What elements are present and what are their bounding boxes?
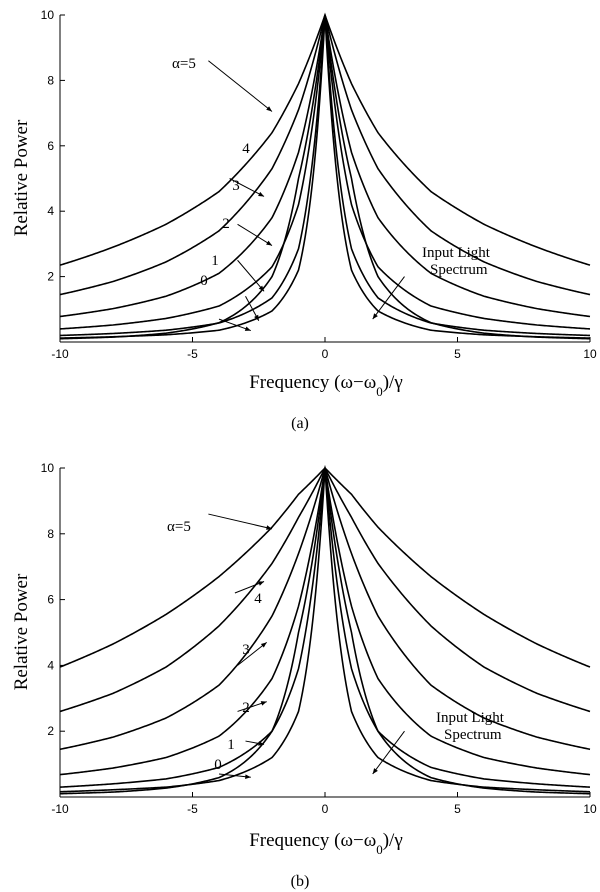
series-label: 0 xyxy=(200,273,208,289)
series-label: Input Light xyxy=(422,245,491,261)
series-line-alpha-5 xyxy=(59,466,591,668)
panel-label-a: (a) xyxy=(291,415,309,432)
y-ticks-a: 2 4 6 8 10 xyxy=(41,8,65,284)
x-tick-label: -10 xyxy=(51,347,69,361)
y-tick-label: 6 xyxy=(47,139,54,153)
annotation-arrowhead xyxy=(254,314,259,321)
y-tick-label: 10 xyxy=(41,8,55,22)
x-tick-label: 10 xyxy=(583,347,597,361)
x-axis-label-a-sub: 0 xyxy=(376,384,383,399)
annotation-arrowhead xyxy=(266,525,272,530)
y-tick-label: 6 xyxy=(47,593,54,607)
annotation-arrow xyxy=(229,178,265,197)
y-ticks-b: 2 4 6 8 10 xyxy=(41,461,65,738)
y-axis-label-b: Relative Power xyxy=(11,573,32,690)
x-axis-label-a-tail: )/γ xyxy=(383,372,403,393)
x-tick-label: 5 xyxy=(454,802,461,816)
x-tick-label: 0 xyxy=(322,347,329,361)
series-line-input-light-spectrum xyxy=(59,467,591,795)
x-ticks-a: -10 -5 0 5 10 xyxy=(51,337,597,361)
x-axis-label-b-tail: )/γ xyxy=(383,830,403,851)
series-line-alpha-1 xyxy=(59,467,591,788)
series-label: α=5 xyxy=(167,519,191,535)
series-label: 4 xyxy=(242,141,250,157)
series-label: 0 xyxy=(214,757,222,773)
y-axis-label-a: Relative Power xyxy=(11,119,32,236)
series-label: 1 xyxy=(227,737,235,753)
series-label: 2 xyxy=(242,700,250,716)
annotation-arrowhead xyxy=(266,240,272,246)
series-line-alpha-0 xyxy=(59,14,591,339)
y-tick-label: 8 xyxy=(47,527,54,541)
series-lines-b xyxy=(59,464,591,795)
panel-label-b: (b) xyxy=(291,873,310,890)
series-label-line2: Spectrum xyxy=(444,727,502,743)
annotation-arrow xyxy=(208,513,273,530)
series-lines-a xyxy=(59,12,591,340)
annotation-arrowhead xyxy=(258,285,265,292)
annotation-arrow xyxy=(218,318,251,332)
series-label-line2: Spectrum xyxy=(430,262,488,278)
y-tick-label: 8 xyxy=(47,73,54,87)
annotation-arrow xyxy=(237,641,268,666)
x-axis-label-b-main: Frequency (ω−ω xyxy=(249,830,376,851)
series-label: 1 xyxy=(211,253,219,269)
x-tick-label: -5 xyxy=(187,802,198,816)
annotation-arrow xyxy=(372,276,405,320)
annotation-arrowhead xyxy=(266,106,272,112)
y-tick-label: 2 xyxy=(47,724,54,738)
series-line-input-light-spectrum xyxy=(59,14,591,340)
annotation-arrowhead xyxy=(258,581,265,586)
y-tick-label: 2 xyxy=(47,270,54,284)
annotation-arrowhead xyxy=(372,768,378,774)
x-tick-label: -5 xyxy=(187,347,198,361)
x-axis-label-a: Frequency (ω−ω0)/γ xyxy=(249,372,403,399)
annotation-arrowhead xyxy=(372,313,378,320)
series-line-alpha-4 xyxy=(59,14,591,296)
series-label: 3 xyxy=(232,178,240,194)
x-axis-label-b-sub: 0 xyxy=(376,842,383,857)
series-line-alpha-3 xyxy=(59,464,591,751)
x-tick-label: -10 xyxy=(51,802,69,816)
series-line-alpha-4 xyxy=(59,466,591,713)
y-tick-label: 10 xyxy=(41,461,55,475)
x-axis-label-b: Frequency (ω−ω0)/γ xyxy=(249,830,403,857)
annotation-arrowhead xyxy=(260,642,267,648)
x-ticks-b: -10 -5 0 5 10 xyxy=(51,792,597,816)
annotation-arrowhead xyxy=(258,741,265,746)
series-line-alpha-1 xyxy=(59,14,591,337)
series-label: 4 xyxy=(254,591,262,607)
annotation-arrow xyxy=(208,60,273,112)
annotation-arrow xyxy=(237,259,265,292)
series-label: Input Light xyxy=(436,710,505,726)
series-line-alpha-2 xyxy=(59,14,591,330)
x-tick-label: 0 xyxy=(322,802,329,816)
y-tick-label: 4 xyxy=(47,204,54,218)
series-label: α=5 xyxy=(172,56,196,72)
annotation-arrow xyxy=(237,223,273,246)
annotation-arrow xyxy=(372,730,405,775)
series-label: 3 xyxy=(242,642,250,658)
x-tick-label: 10 xyxy=(583,802,597,816)
series-line-alpha-3 xyxy=(59,14,591,318)
series-line-alpha-5 xyxy=(59,12,591,266)
annotation-arrowhead xyxy=(245,774,251,779)
series-label: 2 xyxy=(222,216,230,232)
annotation-arrowhead xyxy=(258,191,265,197)
x-axis-label-a-main: Frequency (ω−ω xyxy=(249,372,376,393)
annotation-arrowhead xyxy=(260,701,267,706)
y-tick-label: 4 xyxy=(47,658,54,672)
annotation-arrowhead xyxy=(244,326,251,331)
x-tick-label: 5 xyxy=(454,347,461,361)
